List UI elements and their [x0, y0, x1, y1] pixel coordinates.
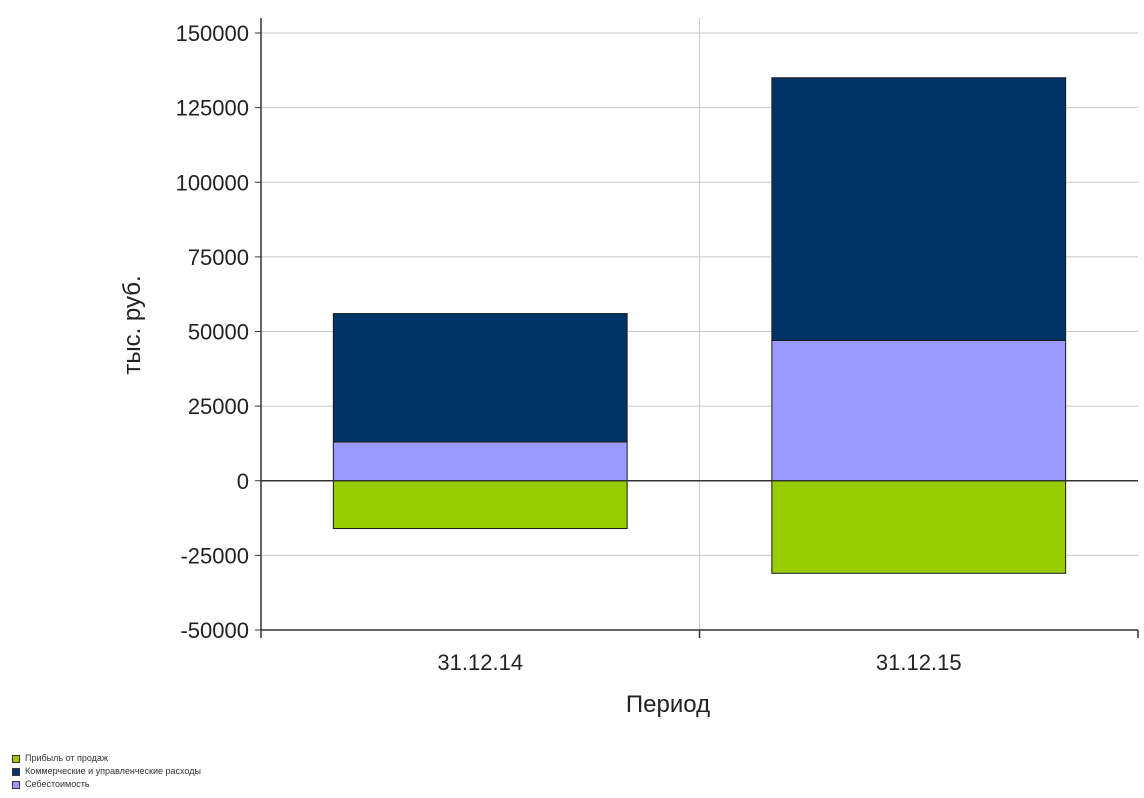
bar-segment — [771, 77, 1067, 341]
y-tick-labels: 150000 125000 100000 75000 50000 25000 0 -25000… — [176, 21, 249, 643]
y-tick-label: 125000 — [176, 96, 249, 121]
legend-label: Прибыль от продаж — [25, 753, 108, 763]
stacked-bar-chart: 150000 125000 100000 75000 50000 25000 0 -25000… — [119, 18, 1139, 718]
bar-segment — [771, 480, 1067, 574]
bar-segment — [332, 441, 628, 482]
legend-item: Прибыль от продаж — [12, 752, 201, 765]
bar-segment — [332, 313, 628, 443]
legend-swatch — [12, 754, 20, 763]
legend: Прибыль от продаж Коммерческие и управле… — [12, 752, 201, 791]
x-tick-label: 31.12.15 — [876, 650, 962, 675]
x-axis-title: Период — [626, 691, 710, 718]
bars — [332, 77, 1067, 574]
legend-label: Коммерческие и управленческие расходы — [25, 766, 201, 776]
y-axis-title: тыс. руб. — [119, 275, 146, 374]
axes — [255, 18, 1139, 638]
y-tick-label: 100000 — [176, 170, 249, 195]
y-tick-label: 25000 — [188, 394, 249, 419]
y-tick-label: -50000 — [180, 618, 249, 643]
legend-swatch — [12, 767, 20, 776]
bar-segment — [332, 480, 628, 530]
legend-swatch — [12, 780, 20, 789]
legend-item: Коммерческие и управленческие расходы — [12, 765, 201, 778]
x-tick-labels: 31.12.14 31.12.15 — [437, 650, 961, 675]
legend-item: Себестоимость — [12, 778, 201, 791]
y-tick-label: 0 — [237, 469, 249, 494]
bar-segment — [771, 339, 1067, 482]
y-tick-label: 150000 — [176, 21, 249, 46]
legend-label: Себестоимость — [25, 779, 90, 789]
x-tick-label: 31.12.14 — [437, 650, 523, 675]
y-tick-label: 75000 — [188, 245, 249, 270]
y-tick-label: 50000 — [188, 320, 249, 345]
y-tick-label: -25000 — [180, 543, 249, 568]
